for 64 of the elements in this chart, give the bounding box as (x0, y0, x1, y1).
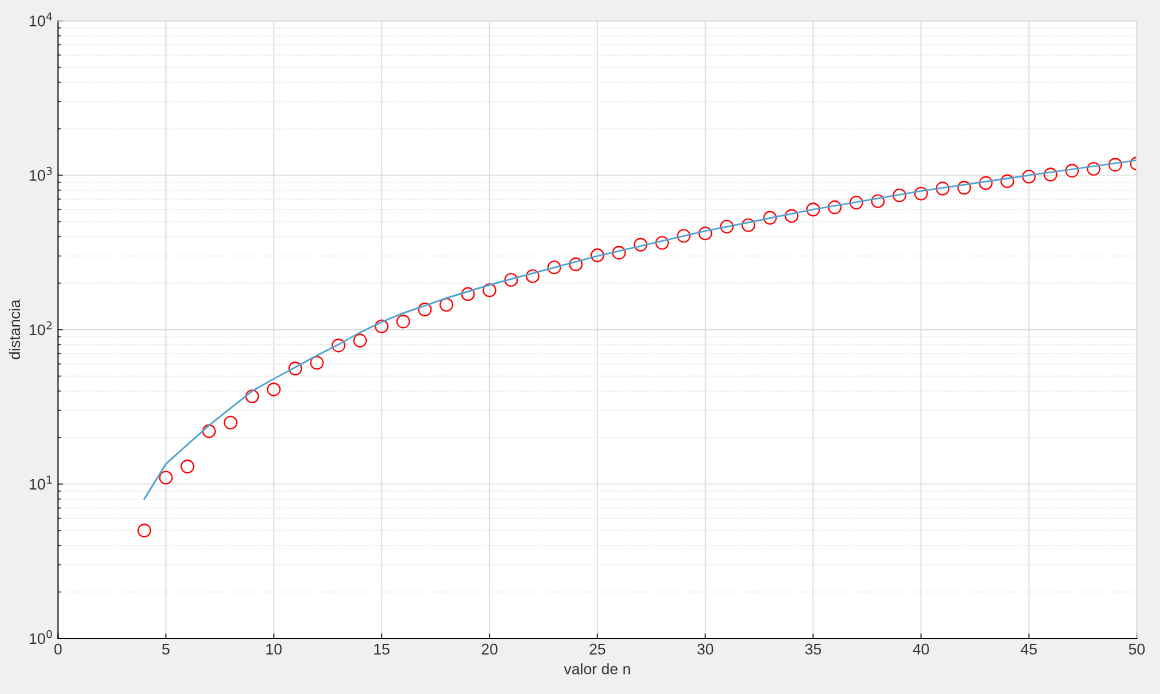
point (1065, 163, 1080, 178)
point (202, 424, 216, 439)
x-tick-label: 10 (266, 643, 282, 655)
x-tick-label: 20 (481, 643, 498, 655)
point (223, 415, 238, 430)
point (137, 523, 152, 538)
point (1086, 161, 1101, 176)
point (870, 194, 885, 209)
point (525, 269, 540, 284)
point (719, 219, 734, 234)
y-axis-title: distancia (8, 299, 21, 360)
point (935, 181, 950, 196)
point (633, 237, 648, 252)
y-tick-label: 10$^{3}$ (29, 166, 52, 181)
point (288, 361, 303, 376)
point (309, 355, 324, 370)
point (827, 200, 842, 215)
x-tick-label: 0 (54, 643, 62, 655)
y-tick-label: 10$^{1}$ (29, 475, 52, 490)
point (417, 302, 432, 317)
point (590, 248, 605, 263)
x-tick-label: 15 (374, 643, 390, 655)
y-tick-label: 10$^{2}$ (29, 321, 52, 336)
point (504, 272, 519, 287)
point (547, 260, 562, 275)
point (266, 382, 281, 397)
point (374, 319, 389, 334)
point (331, 338, 346, 353)
y-tick-label: 10$^{0}$ (29, 630, 52, 645)
point (655, 235, 670, 250)
point (1108, 157, 1123, 172)
point (1000, 174, 1015, 189)
point (763, 210, 777, 225)
point (957, 180, 972, 195)
point (978, 176, 993, 190)
point (245, 389, 260, 404)
point (914, 186, 928, 201)
point (180, 459, 195, 474)
point (806, 202, 821, 217)
point (612, 245, 626, 260)
point (353, 333, 368, 348)
point (482, 283, 497, 298)
point (741, 218, 756, 233)
point (698, 226, 713, 241)
x-tick-label: 40 (912, 643, 929, 655)
x-tick-label: 5 (162, 643, 170, 655)
point (568, 257, 583, 272)
point (676, 228, 691, 243)
x-tick-label: 50 (1128, 643, 1145, 655)
point (849, 195, 864, 210)
x-tick-label: 35 (805, 643, 822, 655)
point (460, 287, 475, 302)
point (396, 314, 411, 329)
point (158, 470, 173, 485)
point (1043, 167, 1058, 182)
x-tick-label: 45 (1020, 643, 1037, 655)
x-tick-label: 30 (697, 643, 714, 655)
point (784, 208, 799, 223)
point (439, 297, 454, 312)
y-tick-label: 10$^{4}$ (29, 12, 53, 27)
x-axis-title: valor de n (563, 663, 630, 675)
x-tick-label: 25 (589, 643, 606, 655)
point (1021, 169, 1036, 184)
point (892, 188, 907, 203)
